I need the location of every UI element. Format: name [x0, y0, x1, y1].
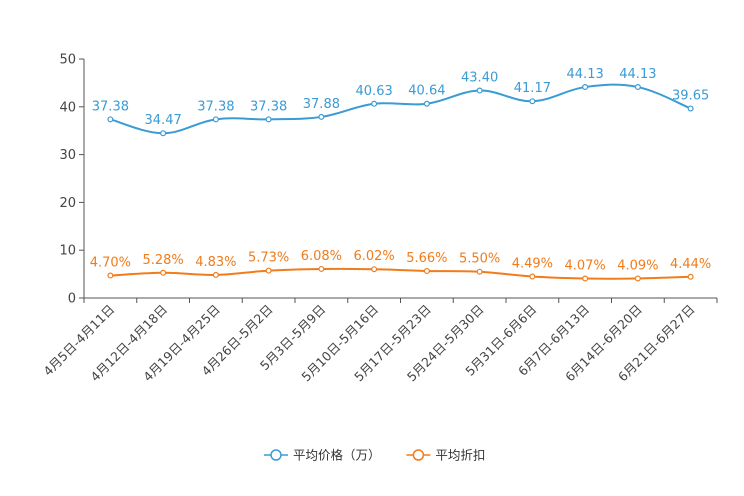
legend-marker-1	[270, 449, 282, 461]
data-label: 40.63	[356, 84, 393, 99]
data-point	[476, 268, 483, 275]
data-label: 37.38	[250, 99, 287, 114]
data-point	[582, 84, 589, 91]
data-point	[160, 130, 167, 137]
data-label: 39.65	[672, 88, 709, 103]
data-label: 44.13	[567, 67, 604, 82]
data-point	[476, 87, 483, 94]
data-point	[212, 271, 219, 278]
data-label: 37.88	[303, 97, 340, 112]
data-label: 4.09%	[617, 258, 658, 273]
data-point	[687, 105, 694, 112]
data-label: 44.13	[619, 67, 656, 82]
data-label: 41.17	[514, 81, 551, 96]
data-label: 4.07%	[564, 259, 605, 274]
data-label: 4.49%	[512, 257, 553, 272]
data-label: 43.40	[461, 71, 498, 86]
y-tick-label: 0	[68, 292, 76, 307]
data-point	[371, 100, 378, 107]
y-tick-label: 10	[59, 244, 76, 259]
data-point	[687, 273, 694, 280]
data-label: 40.64	[408, 84, 445, 99]
data-point	[423, 267, 430, 274]
data-point	[529, 273, 536, 280]
data-point	[634, 84, 641, 91]
data-point	[212, 116, 219, 123]
data-label: 4.44%	[670, 257, 711, 272]
y-tick-label: 30	[59, 148, 76, 163]
data-point	[160, 269, 167, 276]
data-label: 5.66%	[406, 251, 447, 266]
series-line-2	[110, 267, 691, 280]
data-point	[265, 116, 272, 123]
data-point	[634, 275, 641, 282]
data-label: 5.28%	[142, 253, 183, 268]
data-label: 37.38	[92, 99, 129, 114]
data-point	[371, 266, 378, 273]
data-point	[582, 275, 589, 282]
data-point	[423, 100, 430, 107]
data-point	[265, 267, 272, 274]
legend-marker-2	[412, 449, 425, 461]
data-label: 6.08%	[301, 249, 342, 264]
legend-label-2: 平均折扣	[435, 448, 485, 463]
series-line-1	[110, 83, 692, 135]
data-point	[318, 113, 325, 120]
y-tick-label: 40	[59, 100, 76, 115]
data-label: 5.50%	[459, 252, 500, 267]
data-point	[529, 98, 536, 105]
legend-label-1: 平均价格（万）	[293, 448, 381, 463]
data-label: 4.83%	[195, 255, 236, 270]
data-label: 4.70%	[90, 256, 131, 271]
data-point	[318, 265, 325, 272]
y-tick-label: 50	[59, 53, 76, 68]
data-point	[107, 272, 114, 279]
data-label: 37.38	[197, 99, 234, 114]
data-label: 34.47	[145, 113, 182, 128]
data-label: 6.02%	[353, 249, 394, 264]
data-point	[107, 116, 114, 123]
data-label: 5.73%	[248, 251, 289, 266]
y-tick-label: 20	[59, 196, 76, 211]
